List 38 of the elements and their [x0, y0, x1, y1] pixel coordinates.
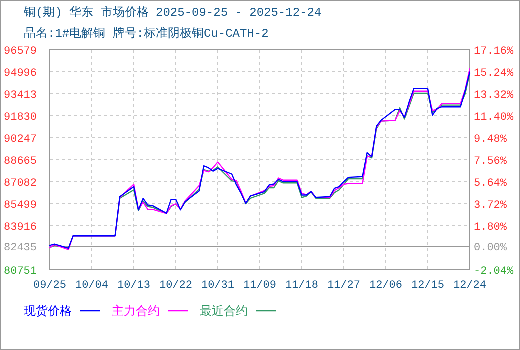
x-tick-label: 10/04: [75, 280, 109, 292]
x-tick-label: 09/25: [33, 280, 67, 292]
y2-tick-label: 11.40%: [474, 112, 514, 124]
y-tick-label: 90247: [4, 134, 38, 146]
x-tick-label: 11/09: [243, 280, 277, 292]
legend-label: 主力合约: [112, 304, 160, 318]
y-tick-label: 82435: [4, 242, 38, 255]
x-tick-label: 12/24: [453, 280, 487, 292]
x-tick-label: 11/27: [327, 280, 361, 292]
y-tick-label: 94996: [4, 68, 38, 80]
y-tick-label: 80751: [4, 266, 38, 278]
y-tick-label: 96579: [4, 46, 38, 58]
y2-tick-label: 1.80%: [474, 222, 508, 234]
x-tick-label: 11/18: [285, 280, 319, 292]
x-tick-label: 10/22: [159, 280, 193, 292]
y-tick-label: 88665: [4, 156, 38, 168]
y-tick-label: 91830: [4, 112, 38, 124]
x-tick-label: 10/13: [117, 280, 151, 292]
y2-tick-label: 17.16%: [474, 46, 514, 58]
y2-tick-label: 13.32%: [474, 90, 514, 102]
y-tick-label: 93413: [4, 90, 38, 102]
legend-label: 最近合约: [200, 304, 248, 318]
y-tick-label: 87082: [4, 178, 38, 190]
y2-tick-label: 3.72%: [474, 200, 508, 212]
y2-tick-label: 0.00%: [474, 242, 508, 255]
legend-label: 现货价格: [24, 304, 72, 318]
y2-tick-label: 5.64%: [474, 178, 508, 190]
x-tick-label: 10/31: [201, 280, 235, 292]
y2-tick-label: -2.04%: [474, 266, 514, 278]
y2-tick-label: 9.48%: [474, 134, 508, 146]
y2-tick-label: 15.24%: [474, 68, 514, 80]
x-tick-label: 12/15: [411, 280, 445, 292]
y-tick-label: 83916: [4, 222, 38, 234]
x-tick-label: 12/06: [369, 280, 403, 292]
chart-title: 铜(期) 华东 市场价格 2025-09-25 - 2025-12-24: [23, 5, 322, 20]
y-tick-label: 85499: [4, 200, 38, 212]
y2-tick-label: 7.56%: [474, 156, 508, 168]
chart-subtitle: 品名:1#电解铜 牌号:标准阴极铜Cu-CATH-2: [24, 27, 269, 41]
